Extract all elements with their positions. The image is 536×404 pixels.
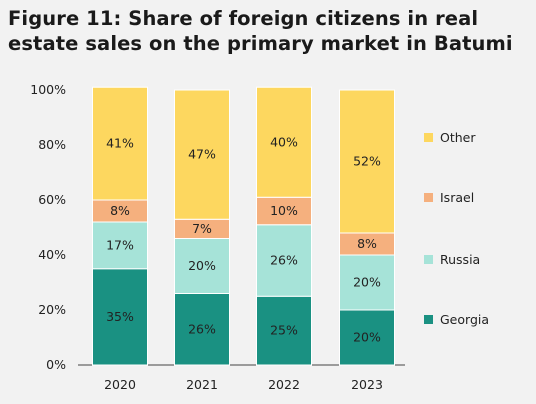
- x-tick-label: 2020: [104, 377, 136, 392]
- y-tick-label: 60%: [38, 192, 66, 207]
- bar-segment: [256, 196, 312, 226]
- data-label: 41%: [106, 136, 134, 151]
- data-label: 26%: [188, 321, 216, 336]
- legend-label: Georgia: [440, 312, 489, 327]
- x-tick-label: 2023: [351, 377, 383, 392]
- bar-segment: [339, 254, 395, 311]
- x-tick-label: 2021: [186, 377, 218, 392]
- y-tick-label: 0%: [46, 357, 66, 372]
- legend-label: Russia: [440, 252, 480, 267]
- x-tick-label: 2022: [268, 377, 300, 392]
- y-tick-label: 100%: [30, 82, 66, 97]
- bar-segment: [174, 238, 230, 294]
- data-label: 47%: [188, 147, 216, 162]
- y-tick-label: 40%: [38, 247, 66, 262]
- bar-segment: [256, 224, 312, 297]
- legend-label: Other: [440, 130, 476, 145]
- legend-swatch: [424, 133, 433, 142]
- legend-swatch: [424, 193, 433, 202]
- data-label: 17%: [106, 237, 134, 252]
- bar-segment: [174, 293, 230, 366]
- bar-segment: [174, 89, 230, 220]
- legend-label: Israel: [440, 190, 474, 205]
- data-label: 26%: [270, 253, 298, 268]
- bar-segment: [92, 86, 148, 201]
- y-tick-label: 80%: [38, 137, 66, 152]
- data-label: 20%: [353, 330, 381, 345]
- data-label: 40%: [270, 134, 298, 149]
- chart-title: Figure 11: Share of foreign citizens in …: [8, 7, 513, 55]
- data-label: 25%: [270, 323, 298, 338]
- legend-swatch: [424, 315, 433, 324]
- data-label: 8%: [110, 203, 130, 218]
- data-label: 8%: [357, 236, 377, 251]
- bar-segment: [256, 86, 312, 198]
- bar-segment: [339, 89, 395, 234]
- bar-segment: [92, 268, 148, 366]
- y-tick-label: 20%: [38, 302, 66, 317]
- data-label: 7%: [192, 221, 212, 236]
- data-label: 10%: [270, 203, 298, 218]
- data-label: 20%: [353, 275, 381, 290]
- legend-swatch: [424, 255, 433, 264]
- data-label: 52%: [353, 154, 381, 169]
- data-label: 20%: [188, 258, 216, 273]
- bar-segment: [256, 295, 312, 366]
- data-label: 35%: [106, 309, 134, 324]
